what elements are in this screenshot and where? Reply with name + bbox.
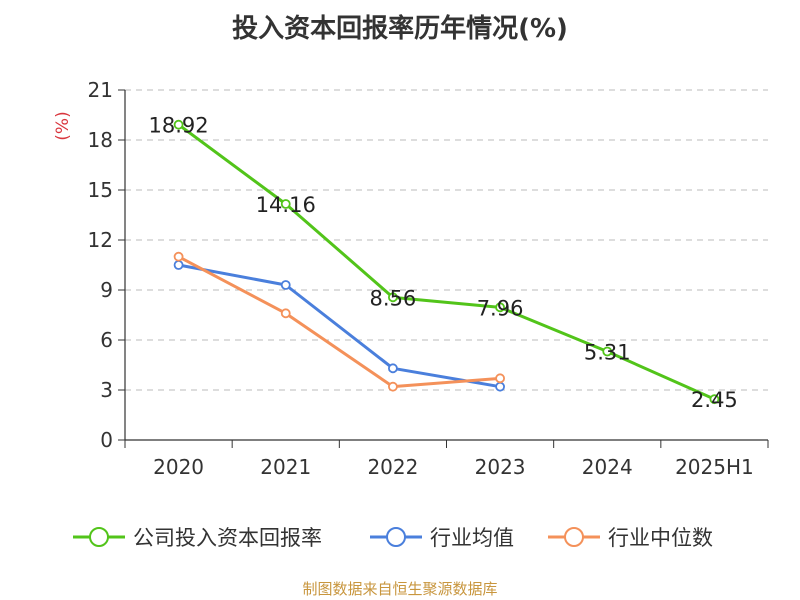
x-tick-label: 2022 [367, 455, 418, 479]
data-point [280, 308, 291, 319]
data-point [173, 119, 184, 130]
x-tick-label: 2025H1 [675, 455, 754, 479]
data-point [280, 280, 291, 290]
data-point [388, 292, 398, 303]
y-tick-label: 18 [88, 128, 113, 152]
data-label: 8.56 [370, 286, 417, 310]
y-tick-label: 9 [100, 278, 113, 302]
x-tick-label: 2023 [475, 455, 526, 479]
data-point [388, 363, 398, 374]
data-point [388, 381, 398, 392]
data-point [495, 373, 505, 384]
data-label: 2.45 [691, 388, 738, 412]
source-note: 制图数据来自恒生聚源数据库 [302, 580, 498, 598]
series-line [177, 255, 501, 389]
data-point [495, 302, 505, 313]
y-tick-label: 3 [100, 378, 113, 402]
legend-label: 公司投入资本回报率 [133, 526, 322, 550]
chart-title: 投入资本回报率历年情况(%) [232, 14, 568, 44]
legend-marker [564, 527, 584, 547]
series-line [178, 263, 501, 389]
y-axis-label: (%) [53, 111, 73, 140]
data-point [495, 381, 505, 392]
legend-marker [386, 527, 406, 547]
data-label: 14.16 [256, 193, 316, 217]
data-label: 18.92 [149, 114, 209, 138]
data-point [280, 199, 291, 209]
y-tick-label: 6 [100, 328, 113, 352]
y-tick-label: 0 [100, 428, 113, 452]
data-point [173, 260, 184, 270]
series-line [177, 123, 716, 401]
legend-label: 行业中位数 [608, 526, 713, 550]
data-label: 5.31 [584, 341, 631, 365]
y-tick-label: 21 [88, 78, 113, 102]
legend-marker [89, 527, 109, 547]
legend-label: 行业均值 [430, 526, 514, 550]
y-tick-label: 15 [88, 178, 113, 202]
data-label: 7.96 [477, 296, 524, 320]
data-point [602, 346, 613, 357]
y-tick-label: 12 [88, 228, 113, 252]
data-point [173, 251, 184, 262]
x-tick-label: 2020 [153, 455, 204, 479]
x-tick-label: 2021 [260, 455, 311, 479]
x-tick-label: 2024 [582, 455, 633, 479]
data-point [709, 394, 720, 405]
